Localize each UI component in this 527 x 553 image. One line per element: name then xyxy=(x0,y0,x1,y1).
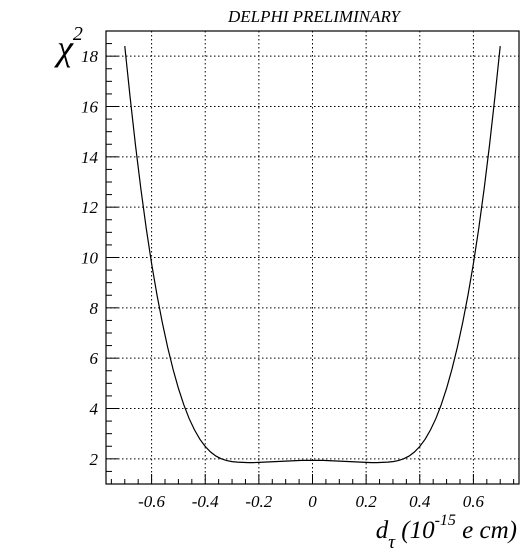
x-tick-label-3: 0 xyxy=(308,492,317,511)
x-axis-title: dτ (10-15 e cm) xyxy=(376,512,517,553)
x-tick-label-2: -0.2 xyxy=(245,492,272,511)
x-axis-symbol: d xyxy=(376,517,389,544)
x-axis-subscript: τ xyxy=(388,532,396,553)
x-axis-unit-prefix: (10 xyxy=(395,517,435,544)
y-axis-symbol: χ xyxy=(54,28,74,68)
y-axis-exponent: 2 xyxy=(73,23,83,45)
y-tick-label-4: 10 xyxy=(81,249,99,268)
y-tick-labels: 2 4 6 8 10 12 14 16 18 xyxy=(81,47,99,469)
x-axis-exponent: -15 xyxy=(435,512,456,529)
y-tick-label-6: 14 xyxy=(81,148,99,167)
y-axis-title: χ2 xyxy=(54,23,83,68)
x-tick-label-5: 0.4 xyxy=(409,492,431,511)
x-tick-label-0: -0.6 xyxy=(138,492,165,511)
x-tick-label-6: 0.6 xyxy=(463,492,485,511)
y-tick-label-7: 16 xyxy=(81,98,99,117)
axis-ticks xyxy=(106,30,515,485)
y-tick-label-8: 18 xyxy=(81,47,99,66)
plot-frame xyxy=(105,30,520,485)
x-tick-labels: -0.6 -0.4 -0.2 0 0.2 0.4 0.6 xyxy=(138,492,484,511)
y-tick-label-3: 8 xyxy=(90,299,99,318)
y-tick-label-5: 12 xyxy=(81,198,99,217)
grid-lines xyxy=(106,31,519,484)
y-tick-label-0: 2 xyxy=(90,450,99,469)
chart-title: DELPHI PRELIMINARY xyxy=(227,7,402,26)
chi2-curve xyxy=(124,46,501,464)
x-tick-label-1: -0.4 xyxy=(192,492,219,511)
y-tick-label-1: 4 xyxy=(90,400,99,419)
x-tick-label-4: 0.2 xyxy=(356,492,378,511)
y-tick-label-2: 6 xyxy=(90,349,99,368)
x-axis-unit-suffix: e cm) xyxy=(456,517,517,544)
